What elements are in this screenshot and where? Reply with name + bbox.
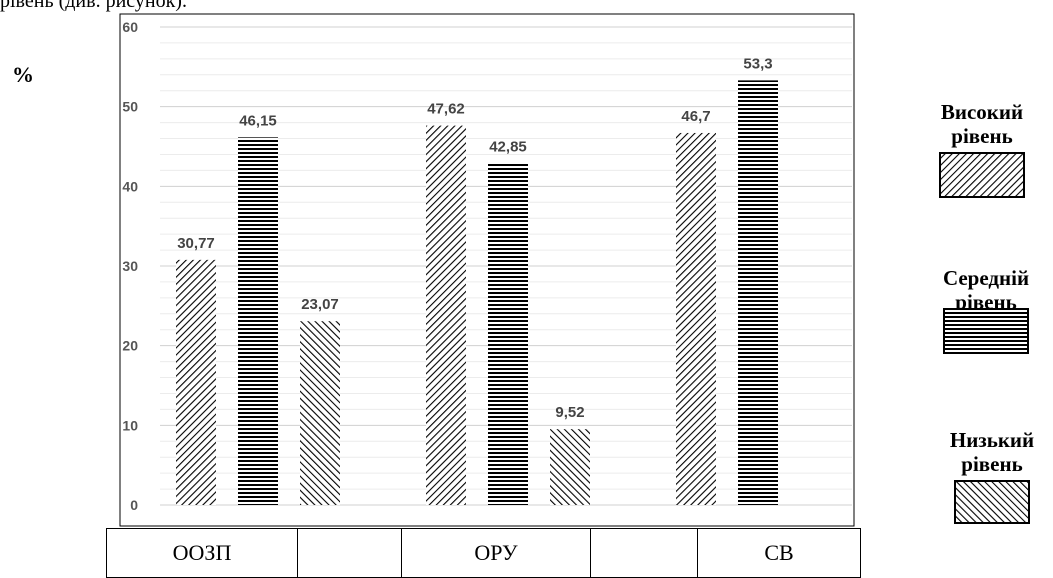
y-tick-label: 0 [130, 497, 138, 513]
document-text-fragment: рівень (див. рисунок). [0, 0, 187, 12]
legend-item-low: Низький рівень [922, 428, 1053, 525]
data-labels: 30,77 47,62 46,7 46,15 42,85 53,3 23,07 9,52 [177, 55, 772, 421]
bar [676, 132, 716, 505]
data-label: 47,62 [427, 101, 465, 118]
y-tick-label: 60 [122, 19, 138, 35]
data-label: 23,07 [301, 296, 339, 313]
legend-swatch-diagonal-down [954, 480, 1030, 525]
y-tick-label: 40 [122, 178, 138, 194]
bar [176, 259, 216, 505]
y-tick-label: 10 [122, 417, 138, 433]
data-label: 46,15 [239, 112, 277, 129]
category-label-2: СВ [697, 528, 861, 578]
data-label: 42,85 [489, 139, 527, 156]
y-unit-label: % [12, 62, 34, 87]
data-label: 9,52 [555, 404, 584, 421]
y-axis-ticks: 0 10 20 30 40 50 60 [122, 19, 138, 513]
bar [550, 429, 590, 505]
data-label: 53,3 [743, 55, 772, 72]
legend-label-medium: Середній рівень [942, 266, 1030, 315]
data-label: 30,77 [177, 235, 215, 252]
category-spacer-2 [590, 528, 698, 578]
legend-item-high: Високий рівень [912, 100, 1052, 199]
category-label-0: ООЗП [106, 528, 298, 578]
legend-label-high: Високий рівень [940, 100, 1024, 149]
data-label: 46,7 [681, 108, 710, 125]
legend-swatch-diagonal-up [939, 152, 1025, 199]
legend-swatch-horizontal [943, 308, 1029, 355]
category-spacer-1 [297, 528, 402, 578]
legend-label-low: Низький рівень [949, 428, 1035, 477]
bar [738, 80, 778, 506]
y-tick-label: 50 [122, 99, 138, 115]
y-tick-label: 30 [122, 258, 138, 274]
plot-frame [119, 13, 855, 527]
bar [488, 163, 528, 505]
bar [300, 321, 340, 505]
bar [238, 137, 278, 506]
category-label-1: ОРУ [401, 528, 591, 578]
bars [176, 80, 778, 506]
bar [426, 125, 466, 506]
y-tick-label: 20 [122, 338, 138, 354]
legend-item-medium: Середній рівень [916, 266, 1053, 355]
